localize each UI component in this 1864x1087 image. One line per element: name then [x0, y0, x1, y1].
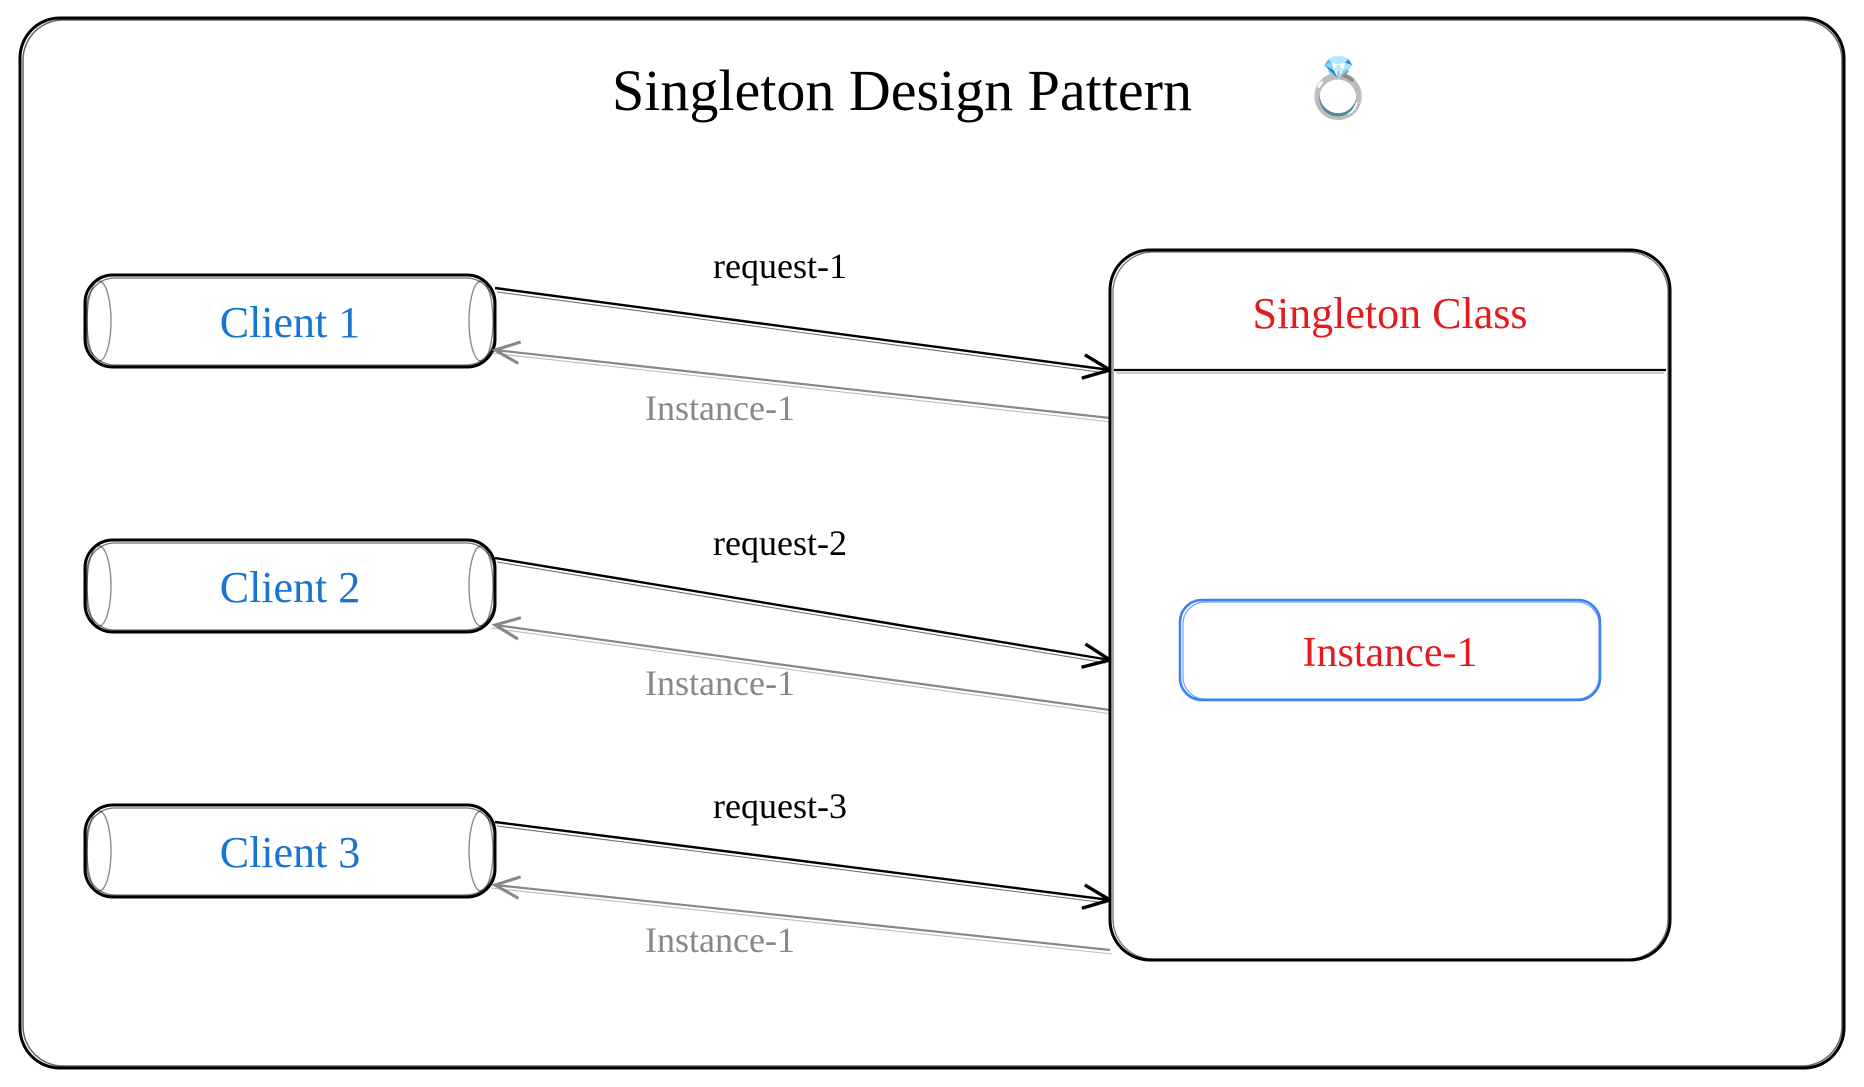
client-box-1: Client 1	[85, 275, 495, 367]
client-label: Client 2	[220, 563, 361, 612]
client-label: Client 3	[220, 828, 361, 877]
clients-group: Client 1 Client 2 Client 3	[85, 275, 495, 897]
request-label: request-3	[713, 786, 847, 826]
response-label: Instance-1	[645, 388, 795, 428]
svg-text:Singleton Design Pattern: Singleton Design Pattern	[612, 58, 1192, 123]
singleton-class-label: Singleton Class	[1252, 289, 1527, 338]
singleton-diagram: Singleton Design Pattern 💍 Client 1Clien…	[0, 0, 1864, 1087]
client-label: Client 1	[220, 298, 361, 347]
svg-text:💍: 💍	[1302, 55, 1374, 123]
response-label: Instance-1	[645, 663, 795, 703]
request-label: request-2	[713, 523, 847, 563]
request-label: request-1	[713, 246, 847, 286]
response-label: Instance-1	[645, 920, 795, 960]
client-box-3: Client 3	[85, 805, 495, 897]
instance-label: Instance-1	[1303, 630, 1478, 676]
instance-box: Instance-1	[1180, 600, 1600, 700]
client-box-2: Client 2	[85, 540, 495, 632]
